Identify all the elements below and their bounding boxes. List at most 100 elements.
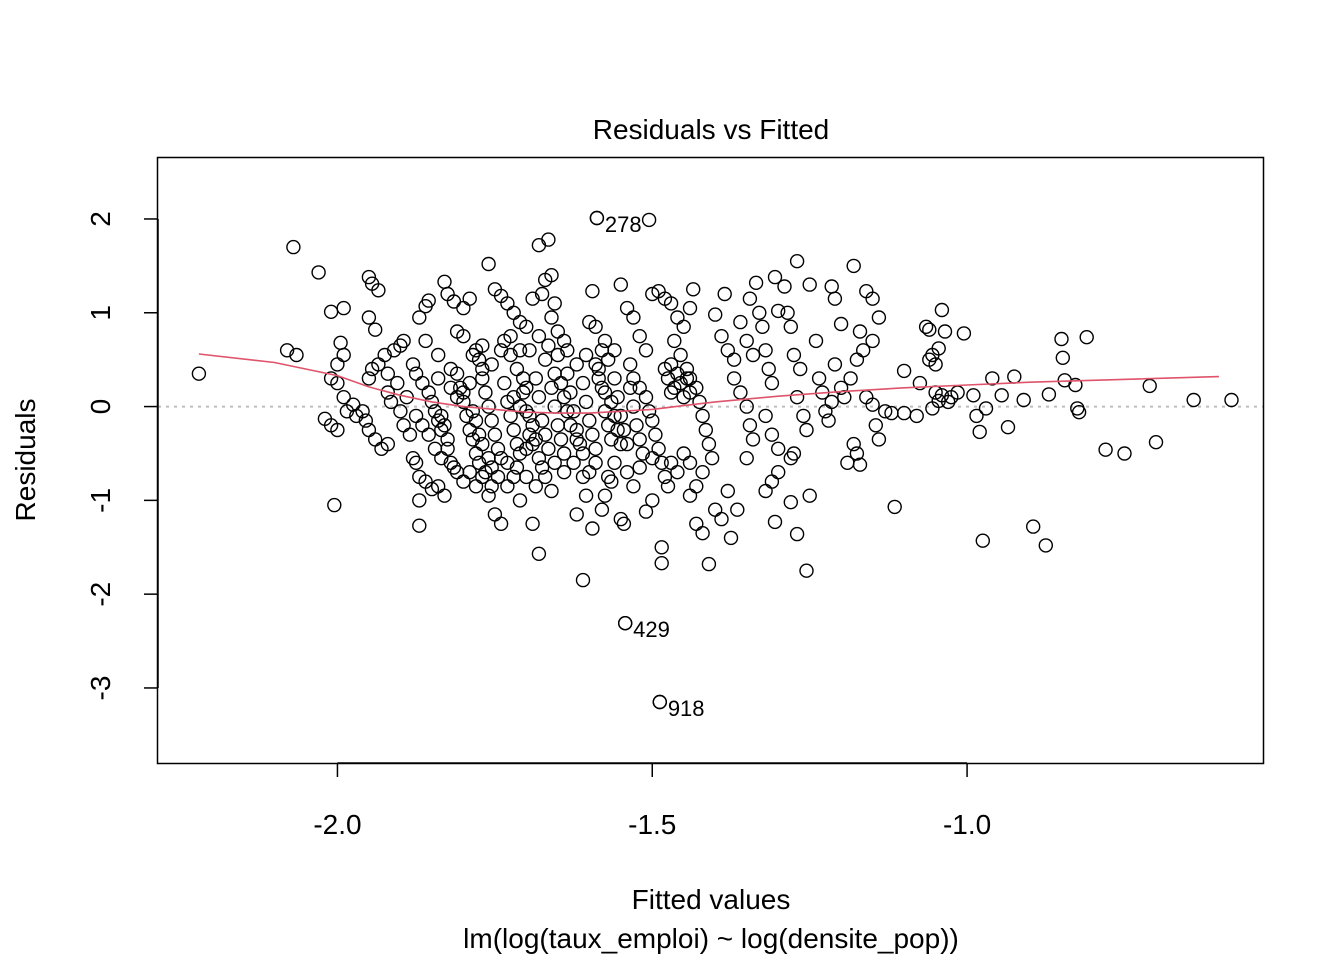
data-point — [575, 572, 591, 588]
data-point — [701, 556, 717, 572]
data-point — [1186, 392, 1201, 408]
data-point — [641, 404, 657, 419]
data-point — [827, 291, 843, 306]
data-point — [503, 408, 518, 424]
data-point — [434, 451, 449, 466]
data-point — [569, 507, 584, 522]
data-point — [601, 469, 616, 485]
data-point — [541, 441, 556, 456]
data-point — [670, 310, 685, 325]
data-point — [733, 314, 748, 330]
data-point — [509, 436, 525, 452]
data-point — [588, 441, 603, 456]
data-point — [723, 530, 739, 546]
data-point — [453, 380, 468, 395]
data-point — [912, 375, 928, 391]
data-point — [758, 343, 773, 358]
data-point — [289, 347, 304, 363]
data-point — [896, 363, 912, 379]
data-point — [833, 316, 849, 332]
data-point — [745, 347, 761, 363]
data-point — [361, 269, 377, 285]
data-point — [1038, 538, 1054, 553]
labeled-data-point — [652, 694, 667, 710]
data-point — [626, 310, 641, 325]
data-point — [818, 404, 833, 419]
data-point — [525, 436, 540, 452]
data-point — [928, 357, 943, 372]
x-tick-label: -2.0 — [313, 809, 361, 840]
data-point — [575, 446, 591, 461]
data-point — [717, 286, 732, 302]
data-point — [742, 291, 758, 306]
data-point — [456, 329, 471, 344]
data-point — [380, 436, 395, 452]
data-point — [654, 540, 669, 555]
data-point — [654, 556, 669, 571]
data-point — [509, 460, 525, 475]
data-point — [827, 357, 843, 372]
data-point — [408, 455, 424, 470]
data-point — [799, 563, 814, 578]
data-point — [613, 511, 628, 527]
data-point — [786, 446, 802, 461]
data-point — [528, 479, 543, 494]
data-point — [679, 361, 695, 377]
data-point — [616, 516, 632, 531]
data-point — [481, 488, 496, 503]
data-point — [475, 371, 490, 386]
data-point — [607, 371, 622, 386]
point-label: 429 — [633, 617, 670, 642]
data-point — [412, 310, 427, 325]
residual-points — [191, 210, 1239, 710]
data-point — [676, 446, 691, 461]
outlier-labels: 278 429 918 — [605, 212, 705, 721]
data-point — [657, 469, 673, 485]
data-point — [689, 479, 704, 494]
data-point — [645, 451, 660, 466]
data-point — [531, 237, 547, 253]
data-point — [512, 446, 528, 461]
data-point — [742, 418, 758, 433]
data-point — [475, 469, 490, 485]
data-point — [556, 333, 572, 349]
data-point — [456, 474, 471, 489]
data-point — [500, 394, 515, 410]
data-point — [868, 418, 883, 433]
chart-title: Residuals vs Fitted — [593, 114, 830, 145]
data-point — [437, 488, 452, 503]
data-point — [613, 408, 628, 424]
data-point — [682, 385, 698, 400]
data-point — [368, 432, 383, 447]
data-point — [449, 465, 465, 480]
data-point — [689, 516, 704, 531]
data-point — [852, 324, 868, 339]
data-point — [547, 296, 562, 311]
data-point — [437, 274, 452, 289]
data-point — [509, 361, 525, 377]
data-point — [560, 366, 575, 381]
data-point — [632, 432, 647, 447]
data-point — [934, 388, 950, 403]
data-point — [931, 341, 946, 356]
data-point — [368, 322, 383, 337]
data-point — [475, 338, 490, 353]
data-point — [544, 483, 559, 499]
data-point — [459, 408, 474, 424]
data-point — [660, 479, 676, 494]
data-point — [390, 375, 405, 391]
data-point — [516, 385, 531, 400]
data-point — [585, 427, 600, 442]
data-point — [541, 232, 556, 247]
data-point — [840, 455, 855, 470]
data-point — [1016, 392, 1031, 408]
data-point — [431, 347, 446, 363]
data-point — [726, 352, 742, 367]
data-point — [336, 347, 351, 363]
data-point — [446, 460, 462, 475]
data-point — [714, 511, 729, 527]
data-point — [471, 455, 487, 470]
data-point — [849, 352, 865, 367]
data-point — [601, 418, 616, 433]
model-formula-subtitle: lm(log(taux_emploi) ~ log(densite_pop)) — [463, 923, 959, 954]
